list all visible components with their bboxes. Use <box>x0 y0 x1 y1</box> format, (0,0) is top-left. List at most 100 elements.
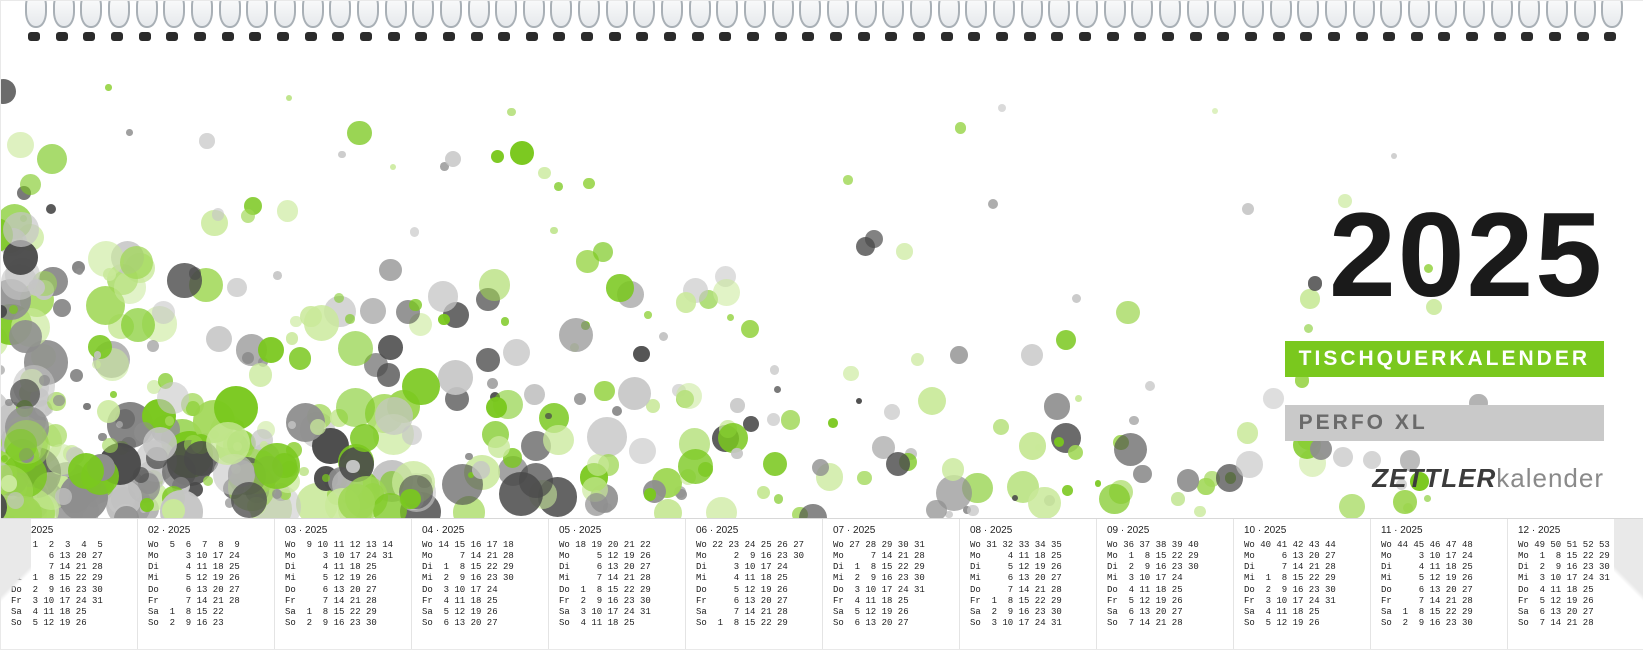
spiral-ring <box>742 1 764 45</box>
mini-month-header: 02 · 2025 <box>148 525 268 538</box>
spiral-ring <box>797 1 819 45</box>
mini-month: 10 · 2025Wo 40 41 42 43 44 Mo 6 13 20 27… <box>1234 519 1371 649</box>
spiral-ring <box>217 1 239 45</box>
spiral-ring <box>521 1 543 45</box>
mini-month: 05 · 2025 Wo 18 19 20 21 22 Mo 5 12 19 26… <box>549 519 686 649</box>
spiral-ring <box>936 1 958 45</box>
mini-month-grid: Wo 9 10 11 12 13 14 Mo 3 10 17 24 31 Di … <box>285 540 405 630</box>
spiral-ring <box>963 1 985 45</box>
spiral-ring <box>189 1 211 45</box>
spiral-ring <box>1599 1 1621 45</box>
spiral-ring <box>1074 1 1096 45</box>
mini-month-grid: Wo 44 45 46 47 48 Mo 3 10 17 24 Di 4 11 … <box>1381 540 1501 630</box>
mini-month-header: 08 · 2025 <box>970 525 1090 538</box>
mini-month-header: 07 · 2025 <box>833 525 953 538</box>
title-block: 2025 TISCHQUERKALENDER PERFO XL ZETTLERk… <box>1285 195 1604 494</box>
brand-light: kalender <box>1496 463 1604 493</box>
spiral-ring <box>1212 1 1234 45</box>
mini-month-header: 01 · 2025 <box>11 525 131 538</box>
spiral-ring <box>1185 1 1207 45</box>
mini-month-header: 06 · 2025 <box>696 525 816 538</box>
mini-month-grid: Wo 14 15 16 17 18 Mo 7 14 21 28 Di 1 8 1… <box>422 540 542 630</box>
spiral-ring <box>631 1 653 45</box>
spiral-ring <box>410 1 432 45</box>
spiral-ring <box>604 1 626 45</box>
mini-month: 01 · 2025 Wo 1 2 3 4 5 Mo 6 13 20 27 Di 7… <box>1 519 138 649</box>
mini-month-header: 09 · 2025 <box>1107 525 1227 538</box>
spiral-ring <box>106 1 128 45</box>
spiral-ring <box>1129 1 1151 45</box>
spiral-ring <box>825 1 847 45</box>
spiral-ring <box>355 1 377 45</box>
spiral-ring <box>576 1 598 45</box>
spiral-ring <box>991 1 1013 45</box>
spiral-ring <box>51 1 73 45</box>
mini-month-header: 03 · 2025 <box>285 525 405 538</box>
mini-month: 06 · 2025 Wo 22 23 24 25 26 27 Mo 2 9 16 … <box>686 519 823 649</box>
spiral-ring <box>687 1 709 45</box>
spiral-ring <box>383 1 405 45</box>
spiral-ring <box>466 1 488 45</box>
calendar-cover: 2025 TISCHQUERKALENDER PERFO XL ZETTLERk… <box>0 0 1643 650</box>
mini-month-grid: Wo 49 50 51 52 53 Mo 1 8 15 22 29 Di 2 9… <box>1518 540 1638 630</box>
spiral-ring <box>161 1 183 45</box>
spiral-ring <box>1268 1 1290 45</box>
spiral-ring <box>327 1 349 45</box>
spiral-ring <box>134 1 156 45</box>
spiral-ring <box>1489 1 1511 45</box>
spiral-ring <box>908 1 930 45</box>
spiral-ring <box>880 1 902 45</box>
mini-month: 04 · 2025 Wo 14 15 16 17 18 Mo 7 14 21 28… <box>412 519 549 649</box>
spiral-ring <box>272 1 294 45</box>
spiral-ring <box>1544 1 1566 45</box>
mini-month: 02 · 2025 Wo 5 6 7 8 9 Mo 3 10 17 24 Di 4… <box>138 519 275 649</box>
mini-month-grid: Wo 36 37 38 39 40 Mo 1 8 15 22 29 Di 2 9… <box>1107 540 1227 630</box>
mini-month-header: 11 · 2025 <box>1381 525 1501 538</box>
mini-month-grid: Wo 5 6 7 8 9 Mo 3 10 17 24 Di 4 11 18 25… <box>148 540 268 630</box>
mini-month: 09 · 2025 Wo 36 37 38 39 40 Mo 1 8 15 22 … <box>1097 519 1234 649</box>
spiral-ring <box>300 1 322 45</box>
spiral-ring <box>1351 1 1373 45</box>
mini-month-grid: Wo 18 19 20 21 22 Mo 5 12 19 26 Di 6 13 … <box>559 540 679 630</box>
spiral-ring <box>78 1 100 45</box>
mini-month: 08 · 2025 Wo 31 32 33 34 35 Mo 4 11 18 25… <box>960 519 1097 649</box>
spiral-ring <box>493 1 515 45</box>
spiral-ring <box>1406 1 1428 45</box>
spiral-ring <box>548 1 570 45</box>
mini-month-grid: Wo 40 41 42 43 44 Mo 6 13 20 27 Di 7 14 … <box>1244 540 1364 630</box>
spiral-ring <box>244 1 266 45</box>
spiral-ring <box>1572 1 1594 45</box>
mini-month-grid: Wo 31 32 33 34 35 Mo 4 11 18 25 Di 5 12 … <box>970 540 1090 630</box>
year-title: 2025 <box>1285 195 1604 315</box>
spiral-ring <box>438 1 460 45</box>
cover-area: 2025 TISCHQUERKALENDER PERFO XL ZETTLERk… <box>1 45 1643 515</box>
mini-month-grid: Wo 22 23 24 25 26 27 Mo 2 9 16 23 30 Di … <box>696 540 816 630</box>
subtitle-primary: TISCHQUERKALENDER <box>1285 341 1604 377</box>
spiral-ring <box>714 1 736 45</box>
mini-month-header: 05 · 2025 <box>559 525 679 538</box>
spiral-ring <box>23 1 45 45</box>
subtitle-secondary: PERFO XL <box>1285 405 1604 441</box>
mini-month-header: 04 · 2025 <box>422 525 542 538</box>
spiral-ring <box>1240 1 1262 45</box>
mini-month: 12 · 2025 Wo 49 50 51 52 53 Mo 1 8 15 22 … <box>1508 519 1643 649</box>
year-overview: 01 · 2025 Wo 1 2 3 4 5 Mo 6 13 20 27 Di 7… <box>1 518 1643 649</box>
spiral-ring <box>1019 1 1041 45</box>
spiral-ring <box>1295 1 1317 45</box>
spiral-ring <box>1433 1 1455 45</box>
brand-logo: ZETTLERkalender <box>1285 463 1604 494</box>
mini-month: 07 · 2025 Wo 27 28 29 30 31 Mo 7 14 21 28… <box>823 519 960 649</box>
spiral-ring <box>1102 1 1124 45</box>
spiral-ring <box>1516 1 1538 45</box>
spiral-ring <box>770 1 792 45</box>
spiral-binding <box>1 1 1643 49</box>
mini-month: 03 · 2025 Wo 9 10 11 12 13 14 Mo 3 10 17 … <box>275 519 412 649</box>
spiral-ring <box>853 1 875 45</box>
brand-bold: ZETTLER <box>1372 463 1496 493</box>
spiral-ring <box>1046 1 1068 45</box>
mini-month-grid: Wo 1 2 3 4 5 Mo 6 13 20 27 Di 7 14 21 28… <box>11 540 131 630</box>
spiral-ring <box>1461 1 1483 45</box>
mini-month-grid: Wo 27 28 29 30 31 Mo 7 14 21 28 Di 1 8 1… <box>833 540 953 630</box>
mini-month-header: 12 · 2025 <box>1518 525 1638 538</box>
mini-month: 11 · 2025 Wo 44 45 46 47 48 Mo 3 10 17 24… <box>1371 519 1508 649</box>
